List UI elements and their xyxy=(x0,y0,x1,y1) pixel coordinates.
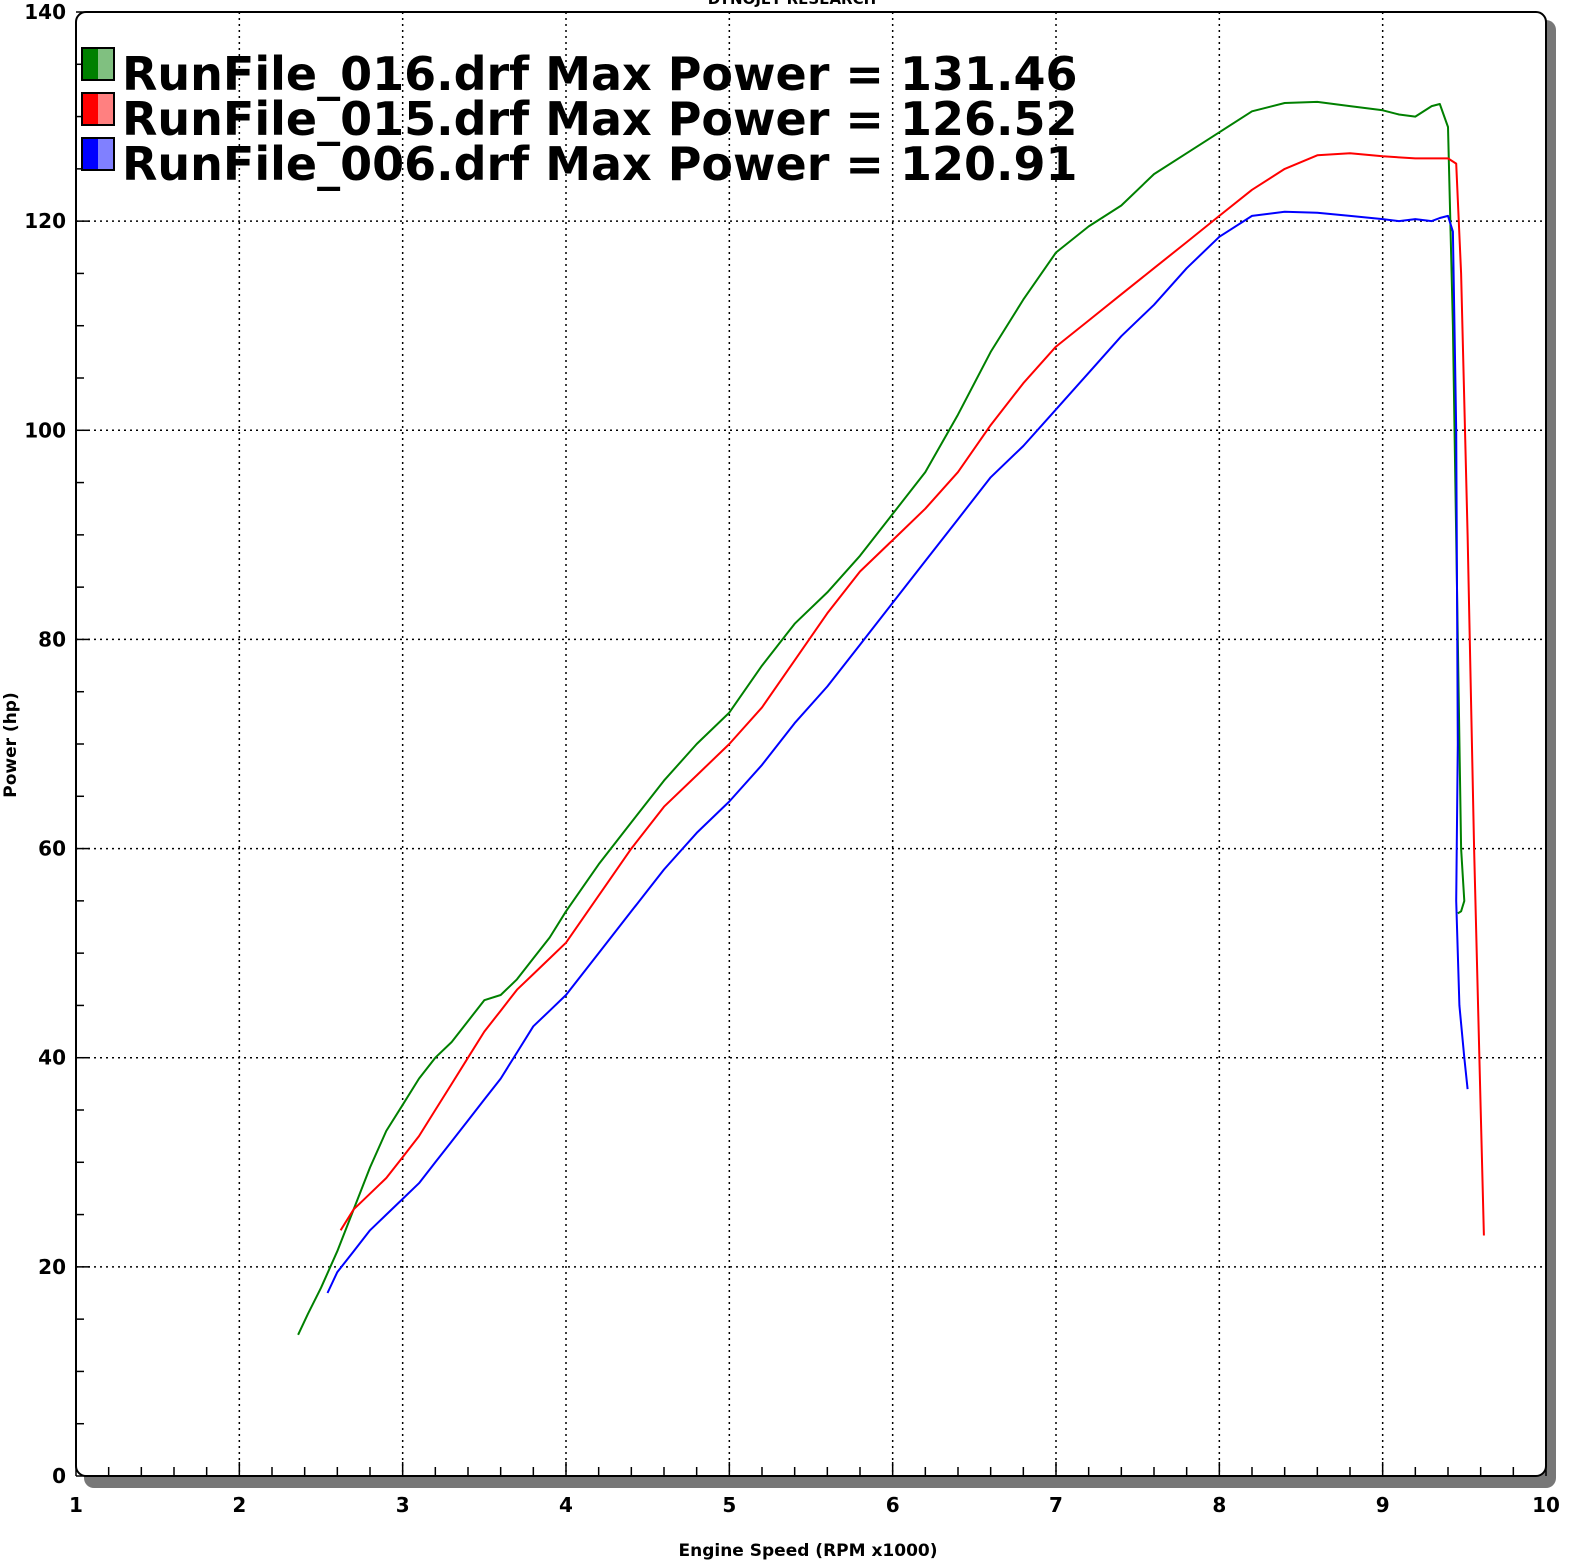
x-tick-label: 3 xyxy=(396,1493,410,1517)
y-tick-label: 80 xyxy=(38,627,66,651)
legend-item-1: RunFile_016.drf Max Power = 131.46 xyxy=(81,47,1078,101)
x-tick-label: 2 xyxy=(232,1493,246,1517)
plot-frame xyxy=(75,11,1556,1488)
legend-label: RunFile_006.drf Max Power = 120.91 xyxy=(122,137,1078,191)
legend-swatch-border xyxy=(81,47,115,81)
y-axis-title: Power (hp) xyxy=(1,692,21,798)
y-tick-label: 100 xyxy=(24,418,66,442)
x-axis-title: Engine Speed (RPM x1000) xyxy=(678,1541,937,1561)
legend-swatch-dark xyxy=(82,138,98,170)
grid-lines xyxy=(76,12,1546,1476)
series-line-3 xyxy=(326,210,1469,1294)
x-tick-label: 10 xyxy=(1532,1493,1560,1517)
legend-swatch-light xyxy=(98,138,114,170)
y-tick-labels: 0 20 40 60 80 100 120 140 xyxy=(24,0,66,1488)
x-tick-label: 7 xyxy=(1049,1493,1063,1517)
series-lines xyxy=(297,100,1485,1336)
y-tick-label: 140 xyxy=(24,0,66,24)
legend-label: RunFile_015.drf Max Power = 126.52 xyxy=(122,92,1078,146)
x-tick-label: 6 xyxy=(886,1493,900,1517)
legend-swatch-light xyxy=(98,93,114,125)
x-tick-labels: 1 2 3 4 5 6 7 8 9 10 xyxy=(69,1493,1560,1517)
x-tick-label: 1 xyxy=(69,1493,83,1517)
x-tick-label: 5 xyxy=(722,1493,736,1517)
y-tick-label: 40 xyxy=(38,1046,66,1070)
x-tick-label: 9 xyxy=(1376,1493,1390,1517)
plot-area xyxy=(75,11,1547,1477)
legend-swatch-light xyxy=(98,48,114,80)
legend: RunFile_016.drf Max Power = 131.46RunFil… xyxy=(81,47,1078,191)
legend-item-3: RunFile_006.drf Max Power = 120.91 xyxy=(81,137,1078,191)
legend-swatch-border xyxy=(81,92,115,126)
legend-swatch-dark xyxy=(82,93,98,125)
y-tick-label: 20 xyxy=(38,1255,66,1279)
chart-header: DYNOJET RESEARCH xyxy=(708,0,876,8)
y-tick-label: 0 xyxy=(52,1464,66,1488)
series-line-2 xyxy=(339,152,1485,1236)
legend-swatch-border xyxy=(81,137,115,171)
legend-swatch-dark xyxy=(82,48,98,80)
y-tick-label: 120 xyxy=(24,209,66,233)
legend-label: RunFile_016.drf Max Power = 131.46 xyxy=(122,47,1078,101)
x-tick-label: 4 xyxy=(559,1493,573,1517)
series-line-1 xyxy=(297,100,1466,1336)
minor-ticks xyxy=(75,11,1547,1477)
legend-item-2: RunFile_015.drf Max Power = 126.52 xyxy=(81,92,1078,146)
x-tick-label: 8 xyxy=(1212,1493,1226,1517)
y-tick-label: 60 xyxy=(38,837,66,861)
